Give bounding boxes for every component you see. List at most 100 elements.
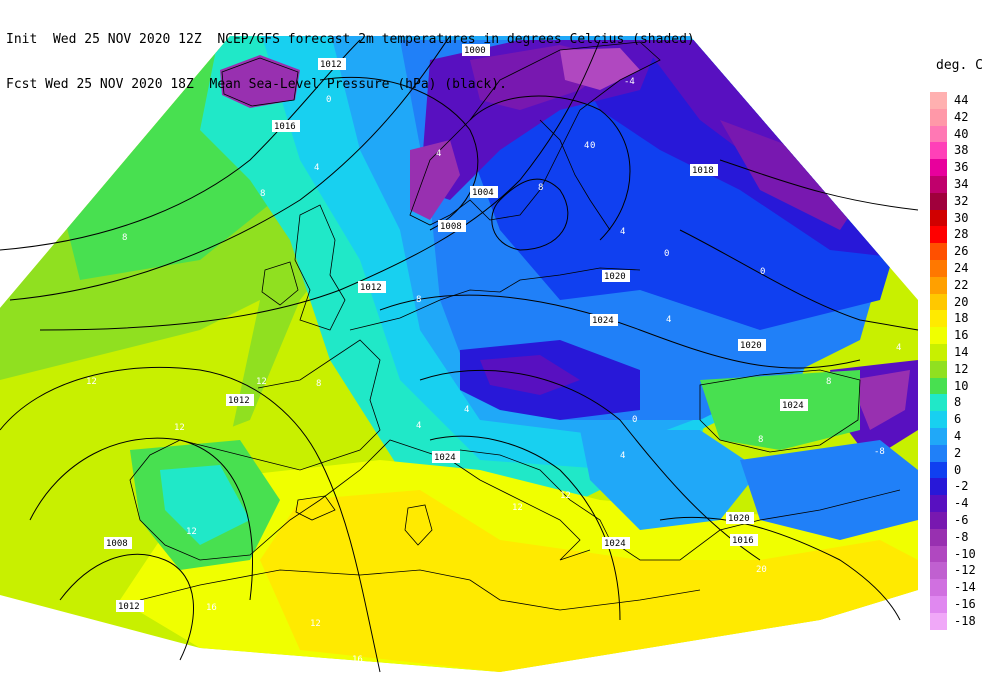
temp-label: 8	[122, 233, 127, 243]
legend-swatch	[930, 428, 947, 445]
legend-swatch	[930, 310, 947, 328]
legend-swatch	[930, 579, 947, 597]
legend-label: 38	[954, 143, 969, 158]
isobar-label: 1024	[592, 316, 614, 326]
legend-swatch	[930, 125, 947, 143]
legend-label: -14	[954, 580, 976, 595]
legend-swatch	[930, 327, 947, 345]
legend-swatch	[930, 411, 947, 429]
legend-swatch	[930, 176, 947, 193]
temperature-labels: 0 4 8 8 12 12 8 4 12 16 12 16 20 12 0 4 …	[86, 77, 901, 665]
isobar-label: 1024	[782, 401, 804, 411]
temp-label: 12	[256, 377, 267, 387]
legend-swatch	[930, 394, 947, 412]
temp-label: 4	[314, 163, 319, 173]
legend-label: 28	[954, 227, 969, 242]
legend-label: 44	[954, 93, 969, 107]
temp-label: 8	[260, 189, 265, 199]
legend-swatch	[930, 562, 947, 580]
temp-label: -8	[874, 447, 885, 457]
legend-label: 36	[954, 160, 969, 175]
legend-swatch	[930, 108, 947, 126]
temp-label: 12	[86, 377, 97, 387]
legend-label: 0	[954, 462, 962, 477]
legend-swatch	[930, 92, 947, 109]
legend-label: -6	[954, 513, 969, 527]
isobar-label: 1012	[118, 602, 140, 612]
legend-swatch	[930, 159, 947, 177]
temp-label: 4	[620, 451, 625, 461]
header-init-line: Init Wed 25 NOV 2020 12Z NCEP/GFS foreca…	[6, 32, 695, 47]
legend-label: 42	[954, 109, 969, 124]
isobar-label: 1012	[228, 396, 250, 406]
legend-label: 18	[954, 311, 969, 326]
legend-label: 8	[954, 395, 962, 410]
temp-label: 4	[584, 141, 589, 151]
header-forecast-line: Fcst Wed 25 NOV 2020 18Z Mean Sea-Level …	[6, 77, 507, 92]
temp-label: 8	[416, 295, 421, 305]
temp-label: 12	[512, 503, 523, 513]
legend-swatch	[930, 192, 947, 210]
legend-swatch	[930, 545, 947, 563]
temp-label: 0	[590, 141, 595, 151]
legend-swatch	[930, 344, 947, 361]
temp-label: 4	[416, 421, 421, 431]
isobar-label: 1020	[728, 514, 750, 524]
legend-label: 2	[954, 445, 962, 460]
temp-label: 12	[560, 491, 571, 501]
temp-label: 12	[310, 619, 321, 629]
legend-label: -12	[954, 563, 976, 578]
legend-label: 6	[954, 412, 962, 427]
legend-swatch	[930, 612, 947, 630]
temp-label: 4	[436, 149, 441, 159]
legend-label: 30	[954, 210, 969, 225]
legend-swatch	[930, 596, 947, 613]
isobar-label: 1020	[604, 272, 626, 282]
legend-title: deg. C	[936, 58, 983, 73]
isobar-label: 1018	[692, 166, 714, 176]
isobar-label: 1012	[320, 60, 342, 70]
temp-label: 16	[352, 655, 363, 665]
legend-label: 4	[954, 429, 962, 443]
legend-label: -10	[954, 546, 976, 561]
map-header: Init Wed 25 NOV 2020 12Z NCEP/GFS foreca…	[6, 2, 695, 107]
legend-swatch	[930, 293, 947, 311]
legend-swatch	[930, 478, 947, 496]
legend-label: -2	[954, 479, 969, 494]
isobar-label: 1004	[472, 188, 494, 198]
legend-label: -18	[954, 613, 976, 628]
temp-label: 8	[826, 377, 831, 387]
isobar-label: 1000	[464, 46, 486, 56]
temp-label: 0	[760, 267, 765, 277]
temp-label: -4	[624, 77, 635, 87]
temp-label: 12	[174, 423, 185, 433]
legend-swatch	[930, 377, 947, 395]
temp-label: 8	[758, 435, 763, 445]
temp-label: 4	[896, 343, 901, 353]
legend-label: 22	[954, 277, 969, 292]
legend-label: 34	[954, 177, 969, 191]
legend-label: 10	[954, 378, 969, 393]
temp-label: 0	[664, 249, 669, 259]
temp-label: 4	[464, 405, 469, 415]
isobar-label: 1020	[740, 341, 762, 351]
legend-swatch	[930, 495, 947, 513]
legend-label: 24	[954, 261, 969, 275]
isobar-label: 1016	[274, 122, 296, 132]
legend-swatch	[930, 444, 947, 462]
isobar-label: 1008	[440, 222, 462, 232]
legend-swatch	[930, 209, 947, 227]
temp-label: 20	[756, 565, 767, 575]
legend-swatch	[930, 226, 947, 244]
legend-label: 40	[954, 126, 969, 141]
legend-label: 12	[954, 361, 969, 376]
temp-label: 0	[326, 95, 331, 105]
isobar-label: 1016	[732, 536, 754, 546]
isobar-label: 1008	[106, 539, 128, 549]
legend-label: -8	[954, 529, 969, 544]
isobar-label: 1024	[604, 539, 626, 549]
legend-label: 16	[954, 328, 969, 343]
temp-label: 16	[206, 603, 217, 613]
legend-label: 26	[954, 244, 969, 259]
